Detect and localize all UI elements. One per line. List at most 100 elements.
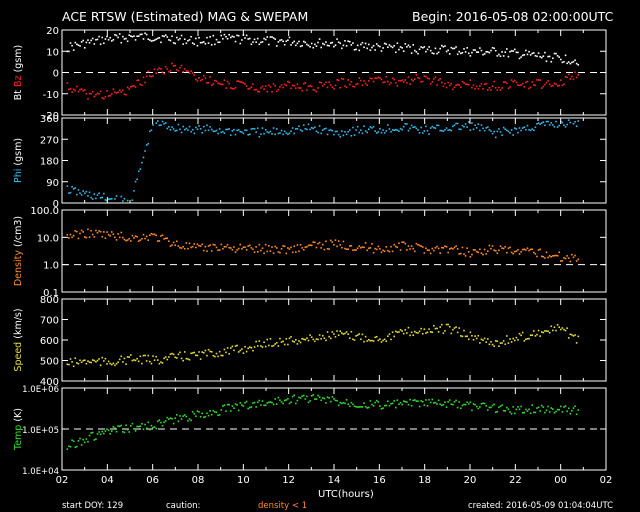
data-point [401,330,403,332]
data-point [321,42,324,45]
data-point [253,128,256,130]
data-point [461,80,464,83]
data-point [122,89,124,92]
data-point [249,244,251,247]
data-point [255,88,257,91]
data-point [364,42,367,45]
data-point [96,38,99,41]
data-point [103,42,105,45]
data-point [515,81,518,84]
data-point [88,434,91,437]
data-point [517,131,519,134]
data-point [239,243,242,246]
data-point [77,44,80,46]
data-point [517,84,519,86]
data-point [274,38,276,40]
data-point [264,128,267,131]
data-point [77,189,80,191]
data-point [269,36,272,38]
data-point [252,41,254,43]
data-point [475,127,478,129]
data-point [423,130,426,132]
data-point [356,82,359,85]
data-point [544,83,546,86]
y-tick-label: 1.0E+05 [22,426,59,436]
data-point [506,335,508,337]
data-point [368,406,370,409]
data-point [271,345,273,347]
data-point [101,97,104,99]
data-point [387,249,389,252]
data-point [372,125,375,128]
data-point [307,44,310,47]
data-point [342,44,345,47]
data-point [66,185,69,187]
data-point [255,406,257,408]
data-point [103,192,105,195]
data-point [236,34,238,37]
data-point [512,337,514,340]
data-point [418,48,421,51]
data-point [567,73,570,76]
data-point [504,51,507,53]
data-point [421,246,424,248]
data-point [206,124,208,127]
data-point [393,129,395,132]
data-point [520,405,522,408]
data-point [279,399,281,402]
data-point [207,81,210,84]
data-point [482,339,484,342]
data-point [434,401,437,404]
data-point [390,45,392,48]
data-point [464,255,467,257]
data-point [407,245,410,247]
data-point [80,229,83,232]
data-point [296,42,299,45]
data-point [434,76,437,78]
data-point [485,253,488,255]
data-point [501,404,503,406]
data-point [174,417,177,420]
data-point [555,52,557,55]
data-point [271,401,273,404]
data-point [374,336,376,339]
data-point [404,123,407,125]
data-point [82,190,84,192]
data-point [263,252,265,255]
data-point [261,400,264,402]
data-point [130,85,132,88]
data-point [93,193,96,195]
data-point [161,234,164,236]
data-point [329,400,332,403]
data-point [307,244,310,247]
data-point [255,340,257,343]
data-point [375,399,378,402]
data-point [531,81,534,83]
data-point [391,331,394,334]
data-point [512,134,514,136]
data-point [504,128,507,130]
data-point [453,401,456,403]
data-point [201,351,203,353]
data-point [414,250,416,253]
plot-title: ACE RTSW (Estimated) MAG & SWEPAM [62,9,308,24]
data-point [76,193,78,196]
data-point [460,128,462,131]
data-point [91,90,94,93]
data-point [407,129,410,132]
data-point [323,248,326,251]
data-point [187,247,189,250]
data-point [277,251,280,253]
data-point [309,244,311,246]
data-point [355,335,357,337]
data-point [96,92,99,95]
data-point [125,424,127,427]
data-point [226,128,229,131]
data-point [117,361,119,364]
data-point [353,85,356,88]
data-point [130,424,132,427]
data-point [385,130,388,132]
data-point [399,80,402,82]
data-point [518,127,521,129]
data-point [493,80,495,83]
